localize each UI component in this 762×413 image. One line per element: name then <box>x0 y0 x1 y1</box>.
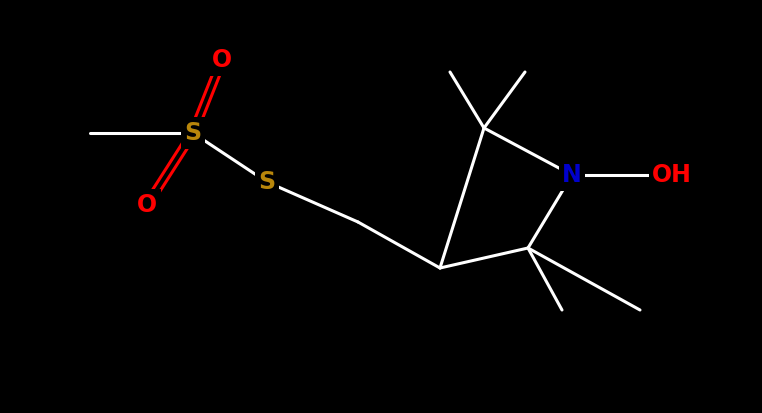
Text: OH: OH <box>652 163 692 187</box>
Text: S: S <box>258 170 276 194</box>
Text: S: S <box>184 121 202 145</box>
Text: N: N <box>562 163 582 187</box>
Text: O: O <box>212 48 232 72</box>
Text: O: O <box>137 193 157 217</box>
